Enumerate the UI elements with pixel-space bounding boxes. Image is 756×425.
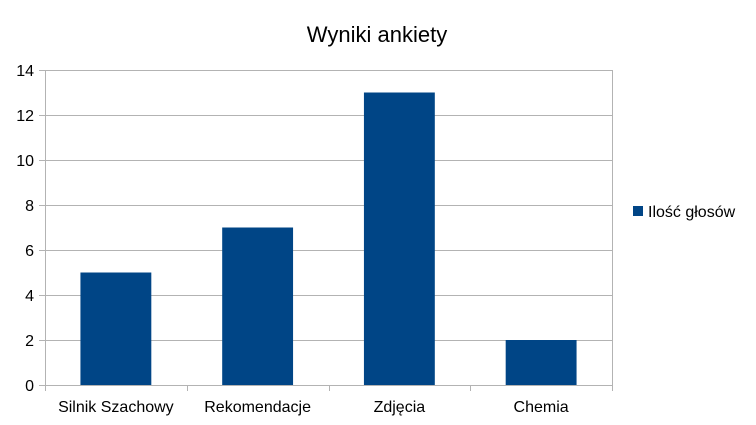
y-tick-label: 14 bbox=[16, 63, 34, 80]
bar-zdjęcia bbox=[363, 92, 435, 385]
y-tick-label: 12 bbox=[16, 108, 34, 125]
x-category-label: Rekomendacje bbox=[204, 399, 311, 416]
legend-label: Ilość głosów bbox=[648, 204, 736, 221]
chart-title: Wyniki ankiety bbox=[307, 22, 447, 47]
y-tick-label: 2 bbox=[25, 333, 34, 350]
x-category-label: Zdjęcia bbox=[374, 399, 426, 416]
bar-silnik-szachowy bbox=[80, 272, 152, 385]
legend-swatch bbox=[633, 206, 643, 216]
x-category-label: Chemia bbox=[514, 399, 569, 416]
bar-rekomendacje bbox=[222, 227, 294, 385]
y-tick-label: 10 bbox=[16, 153, 34, 170]
axes bbox=[39, 70, 613, 391]
x-category-label: Silnik Szachowy bbox=[58, 399, 174, 416]
y-tick-label: 8 bbox=[25, 198, 34, 215]
bars bbox=[80, 92, 577, 385]
y-tick-label: 4 bbox=[25, 288, 34, 305]
y-tick-label: 6 bbox=[25, 243, 34, 260]
bar-chemia bbox=[505, 340, 577, 385]
y-tick-labels: 0 2 4 6 8 10 12 14 bbox=[16, 63, 34, 395]
legend: Ilość głosów bbox=[633, 204, 736, 221]
y-tick-label: 0 bbox=[25, 378, 34, 395]
x-category-labels: Silnik Szachowy Rekomendacje Zdjęcia Chemia bbox=[58, 399, 569, 416]
